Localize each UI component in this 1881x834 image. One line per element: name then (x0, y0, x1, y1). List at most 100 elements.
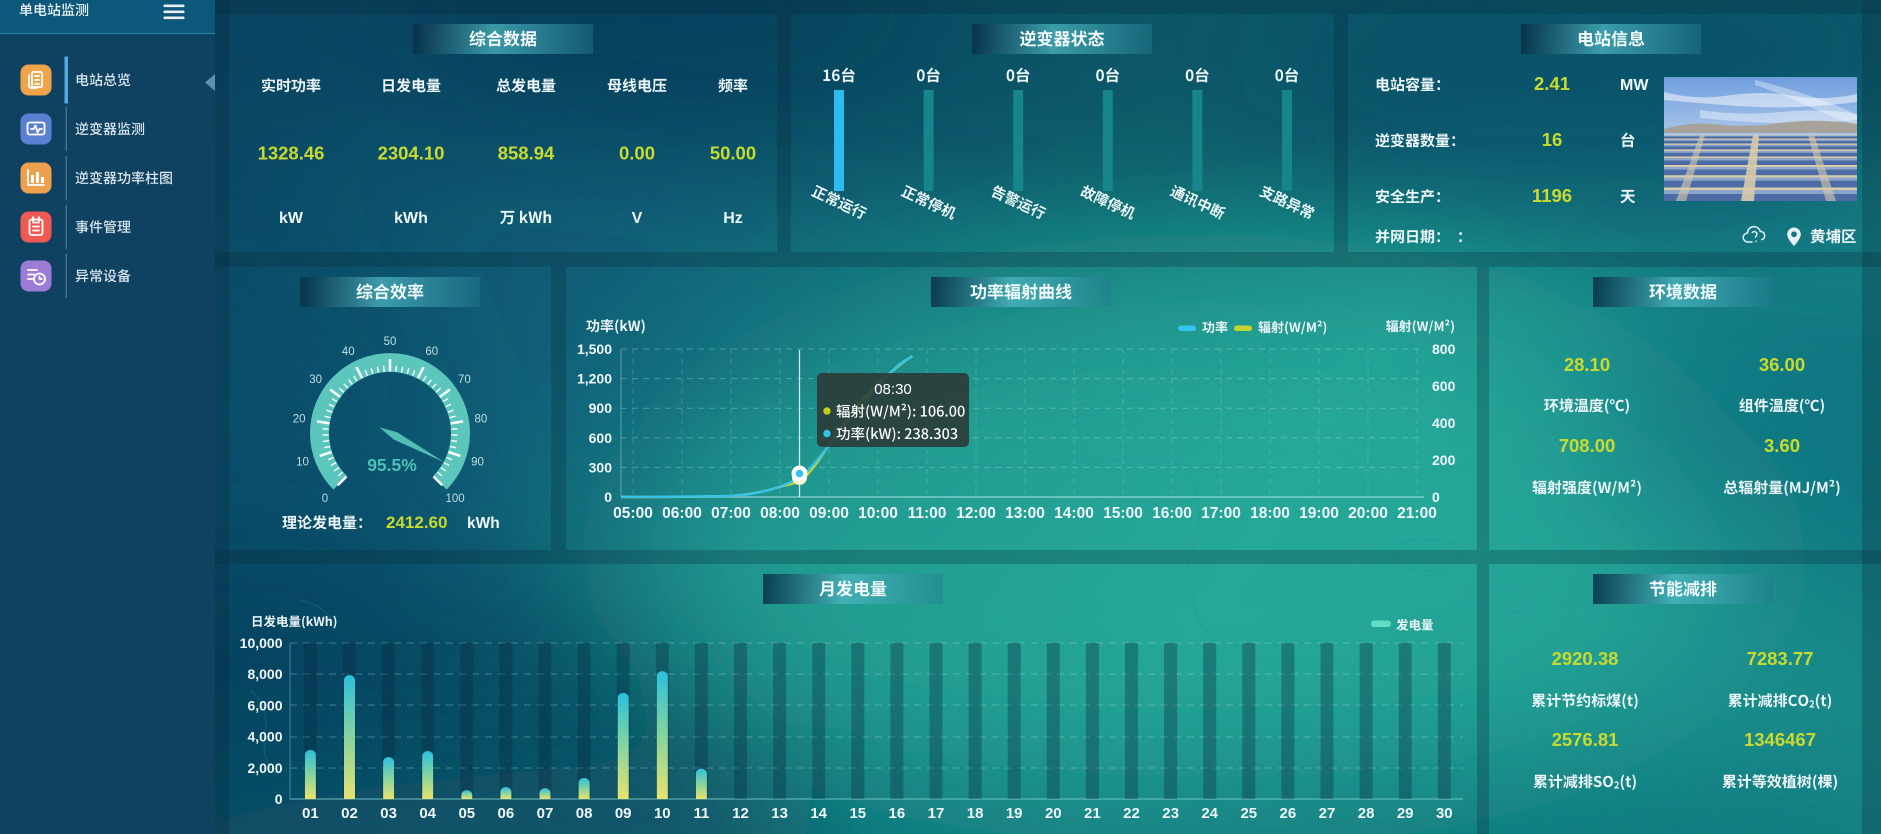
svg-text:23: 23 (1162, 805, 1179, 822)
svg-text:25: 25 (1240, 805, 1257, 822)
svg-text:15:00: 15:00 (1103, 505, 1143, 522)
svg-text:19: 19 (1006, 805, 1023, 822)
svg-text:kWh: kWh (467, 515, 500, 532)
svg-text:600: 600 (1432, 378, 1456, 394)
svg-text:29: 29 (1397, 805, 1414, 822)
svg-text:90: 90 (471, 456, 484, 468)
svg-text:18:00: 18:00 (1250, 505, 1290, 522)
svg-text:11: 11 (693, 805, 709, 822)
svg-text:30: 30 (1436, 805, 1453, 822)
svg-text:0: 0 (1432, 489, 1440, 505)
svg-text:10: 10 (296, 456, 309, 468)
svg-text:16: 16 (889, 805, 906, 822)
svg-text:600: 600 (589, 430, 613, 446)
svg-text:05: 05 (458, 805, 475, 822)
svg-text:24: 24 (1201, 805, 1218, 822)
svg-text:4,000: 4,000 (247, 729, 282, 745)
svg-text:11:00: 11:00 (908, 505, 947, 522)
svg-text:30: 30 (309, 374, 322, 386)
svg-text:858.94: 858.94 (498, 143, 555, 164)
svg-text:01: 01 (302, 805, 319, 822)
svg-text:28: 28 (1358, 805, 1375, 822)
svg-text:1,200: 1,200 (577, 371, 612, 387)
svg-text:13: 13 (771, 805, 788, 822)
svg-text:12:00: 12:00 (956, 505, 996, 522)
svg-text:17: 17 (928, 805, 945, 822)
svg-text:15: 15 (849, 805, 866, 822)
svg-text:13:00: 13:00 (1005, 505, 1045, 522)
svg-text:80: 80 (475, 414, 488, 426)
svg-text:MW: MW (1620, 77, 1649, 94)
svg-text:900: 900 (589, 400, 613, 416)
svg-text:1346467: 1346467 (1744, 729, 1816, 750)
svg-text:09:00: 09:00 (809, 505, 849, 522)
svg-text:36.00: 36.00 (1759, 354, 1805, 375)
svg-text:08:30: 08:30 (874, 381, 912, 398)
svg-text:60: 60 (425, 346, 438, 358)
svg-text:17:00: 17:00 (1201, 505, 1241, 522)
svg-text:28.10: 28.10 (1564, 354, 1610, 375)
svg-text:0: 0 (322, 493, 328, 505)
svg-text:7283.77: 7283.77 (1747, 648, 1814, 669)
svg-text:19:00: 19:00 (1299, 505, 1339, 522)
svg-text:09: 09 (615, 805, 632, 822)
svg-text:2,000: 2,000 (247, 760, 282, 776)
svg-text:1196: 1196 (1532, 185, 1572, 206)
svg-text:50: 50 (384, 336, 397, 348)
svg-text:07:00: 07:00 (711, 505, 751, 522)
svg-text:08: 08 (576, 805, 593, 822)
svg-text:20: 20 (293, 414, 306, 426)
svg-text:200: 200 (1432, 452, 1456, 468)
svg-text:8,000: 8,000 (247, 666, 282, 682)
svg-text:400: 400 (1432, 415, 1456, 431)
svg-text:21:00: 21:00 (1397, 505, 1437, 522)
svg-text:0: 0 (275, 791, 283, 807)
svg-text:20: 20 (1045, 805, 1062, 822)
svg-text:50.00: 50.00 (710, 143, 756, 164)
svg-text:10: 10 (654, 805, 671, 822)
svg-text:2920.38: 2920.38 (1552, 648, 1619, 669)
svg-text:06:00: 06:00 (662, 505, 702, 522)
svg-text:10,000: 10,000 (240, 635, 283, 651)
svg-text:2576.81: 2576.81 (1552, 729, 1619, 750)
svg-text:300: 300 (589, 459, 613, 475)
svg-text:95.5%: 95.5% (367, 455, 417, 475)
svg-text:04: 04 (419, 805, 436, 822)
svg-text:07: 07 (537, 805, 554, 822)
svg-text:V: V (632, 210, 643, 227)
svg-text:10:00: 10:00 (858, 505, 898, 522)
svg-text:27: 27 (1319, 805, 1336, 822)
svg-text:3.60: 3.60 (1764, 435, 1800, 456)
svg-text:70: 70 (458, 374, 471, 386)
svg-text:08:00: 08:00 (760, 505, 800, 522)
svg-text:0.00: 0.00 (619, 143, 655, 164)
svg-text:26: 26 (1280, 805, 1297, 822)
svg-text:18: 18 (967, 805, 984, 822)
svg-text:708.00: 708.00 (1559, 435, 1616, 456)
svg-text:06: 06 (498, 805, 515, 822)
svg-text:14: 14 (810, 805, 827, 822)
svg-text:02: 02 (341, 805, 358, 822)
svg-text:14:00: 14:00 (1054, 505, 1094, 522)
svg-text:16: 16 (1542, 129, 1563, 150)
svg-text:100: 100 (446, 493, 465, 505)
svg-text:kW: kW (279, 210, 304, 227)
svg-text:Hz: Hz (723, 210, 743, 227)
svg-text:21: 21 (1084, 805, 1101, 822)
svg-text:kWh: kWh (394, 210, 428, 227)
svg-text:0: 0 (604, 489, 612, 505)
svg-text:800: 800 (1432, 341, 1456, 357)
svg-text:2.41: 2.41 (1534, 73, 1570, 94)
svg-text:20:00: 20:00 (1348, 505, 1388, 522)
svg-text:2304.10: 2304.10 (378, 143, 445, 164)
svg-text:22: 22 (1123, 805, 1140, 822)
svg-text:2412.60: 2412.60 (386, 513, 447, 532)
svg-text:12: 12 (732, 805, 749, 822)
svg-text:05:00: 05:00 (613, 505, 653, 522)
svg-text:40: 40 (342, 346, 355, 358)
svg-text:03: 03 (380, 805, 397, 822)
svg-text:16:00: 16:00 (1152, 505, 1192, 522)
svg-text:1,500: 1,500 (577, 341, 612, 357)
svg-text:1328.46: 1328.46 (258, 143, 325, 164)
svg-text:6,000: 6,000 (247, 697, 282, 713)
